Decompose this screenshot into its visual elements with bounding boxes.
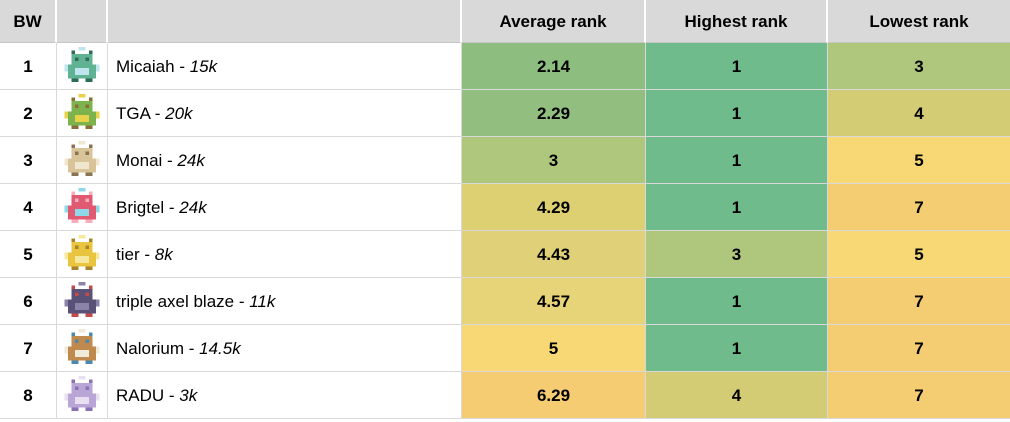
name-points-separator: - bbox=[184, 338, 200, 358]
highest-rank-cell[interactable]: 1 bbox=[646, 325, 828, 372]
table-row: 4 Brigtel - 24k 4.29 1 7 bbox=[0, 184, 1010, 231]
name-points-separator: - bbox=[162, 150, 178, 170]
pokemon-sprite-cell[interactable] bbox=[57, 325, 108, 372]
header-bw[interactable]: BW bbox=[0, 0, 57, 43]
pokemon-sprite-cell[interactable] bbox=[57, 90, 108, 137]
rank-number-cell[interactable]: 1 bbox=[0, 43, 57, 90]
player-name: triple axel blaze bbox=[116, 291, 235, 311]
highest-rank-cell[interactable]: 1 bbox=[646, 90, 828, 137]
player-points: 15k bbox=[189, 56, 218, 76]
lowest-rank-cell[interactable]: 3 bbox=[828, 43, 1010, 90]
player-name: TGA bbox=[116, 103, 151, 123]
pokemon-sprite-icon bbox=[61, 374, 103, 416]
lowest-rank-cell[interactable]: 7 bbox=[828, 184, 1010, 231]
average-rank-cell[interactable]: 3 bbox=[462, 137, 646, 184]
highest-rank-cell[interactable]: 1 bbox=[646, 278, 828, 325]
name-points-separator: - bbox=[234, 291, 250, 311]
pokemon-sprite-icon bbox=[61, 45, 103, 87]
average-rank-cell[interactable]: 2.14 bbox=[462, 43, 646, 90]
average-rank-cell[interactable]: 5 bbox=[462, 325, 646, 372]
table-header-row: BW Average rank Highest rank Lowest rank bbox=[0, 0, 1010, 43]
player-points: 8k bbox=[154, 244, 173, 264]
table-row: 1 Micaiah - 15k 2.14 1 3 bbox=[0, 43, 1010, 90]
average-rank-cell[interactable]: 6.29 bbox=[462, 372, 646, 419]
player-points: 3k bbox=[179, 385, 198, 405]
player-name-cell[interactable]: Monai - 24k bbox=[108, 137, 462, 184]
header-average-rank[interactable]: Average rank bbox=[462, 0, 646, 43]
rank-number-cell[interactable]: 3 bbox=[0, 137, 57, 184]
table-row: 3 Monai - 24k 3 1 5 bbox=[0, 137, 1010, 184]
player-points: 24k bbox=[179, 197, 207, 217]
player-points: 11k bbox=[249, 291, 276, 311]
pokemon-sprite-icon bbox=[61, 92, 103, 134]
player-name-cell[interactable]: triple axel blaze - 11k bbox=[108, 278, 462, 325]
table-row: 6 triple axel blaze - 11k 4.57 1 7 bbox=[0, 278, 1010, 325]
header-name-column[interactable] bbox=[108, 0, 462, 43]
player-name: Monai bbox=[116, 150, 163, 170]
highest-rank-cell[interactable]: 3 bbox=[646, 231, 828, 278]
player-points: 24k bbox=[177, 150, 205, 170]
name-points-separator: - bbox=[164, 197, 180, 217]
pokemon-sprite-icon bbox=[61, 327, 103, 369]
pokemon-sprite-icon bbox=[61, 233, 103, 275]
pokemon-sprite-icon bbox=[61, 280, 103, 322]
player-name: RADU bbox=[116, 385, 165, 405]
rank-number-cell[interactable]: 7 bbox=[0, 325, 57, 372]
header-lowest-rank[interactable]: Lowest rank bbox=[828, 0, 1010, 43]
table-row: 2 TGA - 20k 2.29 1 4 bbox=[0, 90, 1010, 137]
lowest-rank-cell[interactable]: 4 bbox=[828, 90, 1010, 137]
pokemon-sprite-icon bbox=[61, 186, 103, 228]
average-rank-cell[interactable]: 4.43 bbox=[462, 231, 646, 278]
average-rank-cell[interactable]: 4.57 bbox=[462, 278, 646, 325]
player-name-cell[interactable]: tier - 8k bbox=[108, 231, 462, 278]
name-points-separator: - bbox=[164, 385, 180, 405]
player-points: 20k bbox=[165, 103, 193, 123]
player-name: Nalorium bbox=[116, 338, 185, 358]
player-name: tier bbox=[116, 244, 140, 264]
header-highest-rank[interactable]: Highest rank bbox=[646, 0, 828, 43]
header-icon-column[interactable] bbox=[57, 0, 108, 43]
lowest-rank-cell[interactable]: 7 bbox=[828, 278, 1010, 325]
rank-number-cell[interactable]: 4 bbox=[0, 184, 57, 231]
player-name-cell[interactable]: TGA - 20k bbox=[108, 90, 462, 137]
lowest-rank-cell[interactable]: 5 bbox=[828, 231, 1010, 278]
rank-number-cell[interactable]: 2 bbox=[0, 90, 57, 137]
pokemon-sprite-icon bbox=[61, 139, 103, 181]
player-name-cell[interactable]: Micaiah - 15k bbox=[108, 43, 462, 90]
player-name: Micaiah bbox=[116, 56, 175, 76]
pokemon-sprite-cell[interactable] bbox=[57, 372, 108, 419]
rank-number-cell[interactable]: 5 bbox=[0, 231, 57, 278]
pokemon-sprite-cell[interactable] bbox=[57, 278, 108, 325]
player-points: 14.5k bbox=[199, 338, 241, 358]
highest-rank-cell[interactable]: 1 bbox=[646, 184, 828, 231]
rank-number-cell[interactable]: 8 bbox=[0, 372, 57, 419]
pokemon-sprite-cell[interactable] bbox=[57, 231, 108, 278]
player-name-cell[interactable]: Brigtel - 24k bbox=[108, 184, 462, 231]
table-row: 8 RADU - 3k 6.29 4 7 bbox=[0, 372, 1010, 419]
table-row: 7 Nalorium - 14.5k 5 1 7 bbox=[0, 325, 1010, 372]
player-name-cell[interactable]: RADU - 3k bbox=[108, 372, 462, 419]
player-name: Brigtel bbox=[116, 197, 165, 217]
table-row: 5 tier - 8k 4.43 3 5 bbox=[0, 231, 1010, 278]
pokemon-sprite-cell[interactable] bbox=[57, 137, 108, 184]
player-name-cell[interactable]: Nalorium - 14.5k bbox=[108, 325, 462, 372]
average-rank-cell[interactable]: 2.29 bbox=[462, 90, 646, 137]
lowest-rank-cell[interactable]: 7 bbox=[828, 325, 1010, 372]
average-rank-cell[interactable]: 4.29 bbox=[462, 184, 646, 231]
lowest-rank-cell[interactable]: 7 bbox=[828, 372, 1010, 419]
name-points-separator: - bbox=[139, 244, 155, 264]
lowest-rank-cell[interactable]: 5 bbox=[828, 137, 1010, 184]
name-points-separator: - bbox=[174, 56, 190, 76]
highest-rank-cell[interactable]: 4 bbox=[646, 372, 828, 419]
pokemon-sprite-cell[interactable] bbox=[57, 43, 108, 90]
highest-rank-cell[interactable]: 1 bbox=[646, 137, 828, 184]
pokemon-sprite-cell[interactable] bbox=[57, 184, 108, 231]
highest-rank-cell[interactable]: 1 bbox=[646, 43, 828, 90]
name-points-separator: - bbox=[150, 103, 166, 123]
rank-number-cell[interactable]: 6 bbox=[0, 278, 57, 325]
